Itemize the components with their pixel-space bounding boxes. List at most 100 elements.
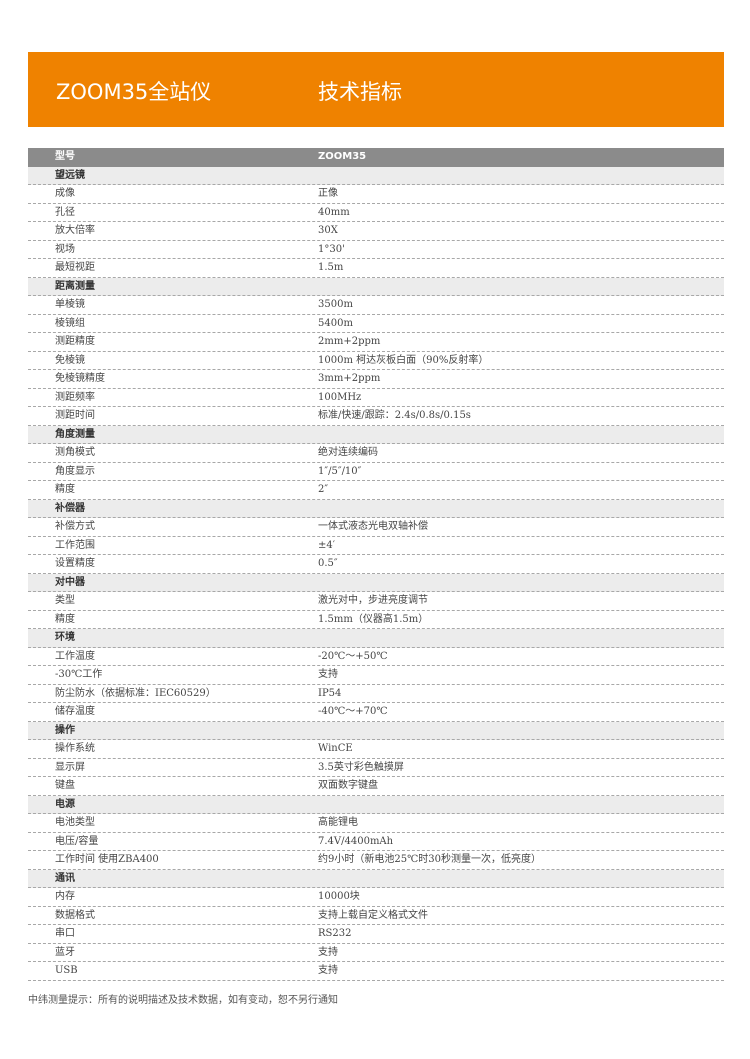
table-row: 放大倍率 30X: [28, 222, 724, 241]
table-row: 储存温度 -40℃～+70℃: [28, 703, 724, 722]
spec-value: 3mm+2ppm: [318, 373, 381, 384]
spec-label: 类型: [55, 595, 75, 606]
table-row: 角度显示 1″/5″/10″: [28, 463, 724, 481]
table-row: 电压/容量 7.4V/4400mAh: [28, 833, 724, 851]
table-row: 精度 1.5mm（仪器高1.5m）: [28, 611, 724, 629]
title-banner: ZOOM35全站仪 技术指标: [28, 52, 724, 127]
spec-value: 绝对连续编码: [318, 447, 378, 458]
spec-label: USB: [55, 965, 78, 976]
table-row: 内存 10000块: [28, 888, 724, 907]
spec-value: 2″: [318, 484, 329, 495]
table-row: 蓝牙 支持: [28, 944, 724, 962]
table-row: 最短视距 1.5m: [28, 259, 724, 278]
table-row: 测距时间 标准/快速/跟踪：2.4s/0.8s/0.15s: [28, 407, 724, 426]
spec-label: 棱镜组: [55, 317, 85, 329]
table-row: 视场 1°30': [28, 241, 724, 259]
spec-table: 型号 ZOOM35 望远镜 成像 正像 孔径 40mm 放大倍率 30X 视场 1°30' 最短视…: [28, 148, 724, 981]
table-row: USB 支持: [28, 962, 724, 981]
table-row: 数据格式 支持上载自定义格式文件: [28, 907, 724, 925]
table-row: 工作温度 -20℃～+50℃: [28, 648, 724, 666]
spec-value: WinCE: [318, 743, 353, 754]
table-row: 棱镜组 5400m: [28, 315, 724, 333]
spec-label: 精度: [55, 613, 75, 625]
table-header-row: 型号 ZOOM35: [28, 148, 724, 167]
spec-value: 5400m: [318, 317, 353, 329]
section-title: 补偿器: [55, 502, 85, 514]
table-row: 键盘 双面数字键盘: [28, 777, 724, 796]
header-value: ZOOM35: [318, 151, 367, 162]
spec-label: 储存温度: [55, 706, 95, 717]
section-title: 对中器: [55, 576, 85, 588]
spec-value: 激光对中，步进亮度调节: [318, 595, 428, 606]
section-row: 补偿器: [28, 499, 724, 518]
section-row: 角度测量: [28, 425, 724, 444]
spec-value: 支持: [318, 669, 338, 680]
spec-label: 免棱镜精度: [55, 373, 105, 384]
section-title: 距离测量: [55, 280, 95, 292]
spec-value: 100MHz: [318, 391, 362, 403]
spec-value: ±4′: [318, 539, 336, 551]
spec-value: 双面数字键盘: [318, 780, 378, 791]
spec-value: 一体式液态光电双轴补偿: [318, 521, 428, 532]
spec-label: 防尘防水（依据标准：IEC60529）: [55, 687, 216, 699]
spec-value: 10000块: [318, 891, 360, 902]
spec-value: 1°30': [318, 243, 345, 255]
spec-label: 电池类型: [55, 817, 95, 828]
spec-label: 显示屏: [55, 761, 85, 773]
table-row: 类型 激光对中，步进亮度调节: [28, 592, 724, 611]
spec-value: 3500m: [318, 299, 353, 310]
spec-label: 测角模式: [55, 447, 95, 458]
table-row: 孔径 40mm: [28, 204, 724, 222]
table-row: 串口 RS232: [28, 925, 724, 944]
spec-label: -30℃工作: [55, 669, 103, 680]
section-title: 技术指标: [318, 80, 402, 104]
spec-value: 正像: [318, 188, 338, 199]
header-label: 型号: [55, 151, 75, 162]
table-row: 单棱镜 3500m: [28, 296, 724, 315]
spec-value: 约9小时（新电池25℃时30秒测量一次，低亮度）: [318, 854, 541, 865]
table-row: 精度 2″: [28, 481, 724, 500]
spec-label: 视场: [55, 243, 75, 255]
section-row: 环境: [28, 629, 724, 648]
table-row: 工作范围 ±4′: [28, 537, 724, 555]
table-row: 工作时间 使用ZBA400 约9小时（新电池25℃时30秒测量一次，低亮度）: [28, 851, 724, 870]
section-row: 操作: [28, 721, 724, 740]
section-title: 角度测量: [55, 428, 95, 440]
spec-value: 3.5英寸彩色触摸屏: [318, 761, 404, 773]
spec-value: 支持上载自定义格式文件: [318, 909, 428, 921]
table-row: 操作系统 WinCE: [28, 740, 724, 759]
section-title: 环境: [55, 632, 75, 643]
spec-label: 测距精度: [55, 336, 95, 347]
spec-value: 支持: [318, 965, 338, 976]
spec-label: 单棱镜: [55, 299, 85, 310]
spec-label: 孔径: [55, 206, 75, 218]
spec-label: 精度: [55, 484, 75, 495]
section-title: 电源: [55, 798, 75, 810]
spec-value: RS232: [318, 928, 352, 939]
spec-label: 成像: [55, 188, 75, 199]
section-title: 通讯: [55, 872, 75, 884]
spec-label: 键盘: [55, 780, 75, 791]
table-row: 防尘防水（依据标准：IEC60529） IP54: [28, 685, 724, 703]
spec-label: 工作范围: [55, 539, 95, 551]
spec-value: 40mm: [318, 206, 350, 218]
spec-label: 数据格式: [55, 909, 95, 921]
spec-label: 测距时间: [55, 410, 95, 421]
spec-value: 1″/5″/10″: [318, 465, 362, 477]
spec-value: 1000m 柯达灰板白面（90%反射率）: [318, 354, 489, 366]
spec-label: 电压/容量: [55, 835, 99, 847]
spec-value: -40℃～+70℃: [318, 706, 388, 717]
spec-label: 串口: [55, 928, 75, 939]
spec-label: 最短视距: [55, 262, 95, 273]
spec-label: 操作系统: [55, 743, 95, 754]
spec-label: 内存: [55, 891, 75, 902]
spec-value: 1.5m: [318, 262, 344, 273]
spec-value: 标准/快速/跟踪：2.4s/0.8s/0.15s: [318, 410, 471, 421]
spec-label: 角度显示: [55, 465, 95, 477]
spec-value: 7.4V/4400mAh: [318, 835, 394, 847]
spec-label: 测距频率: [55, 391, 95, 403]
spec-label: 补偿方式: [55, 521, 95, 532]
table-row: -30℃工作 支持: [28, 666, 724, 685]
spec-value: 30X: [318, 225, 338, 236]
spec-value: 高能锂电: [318, 817, 358, 828]
